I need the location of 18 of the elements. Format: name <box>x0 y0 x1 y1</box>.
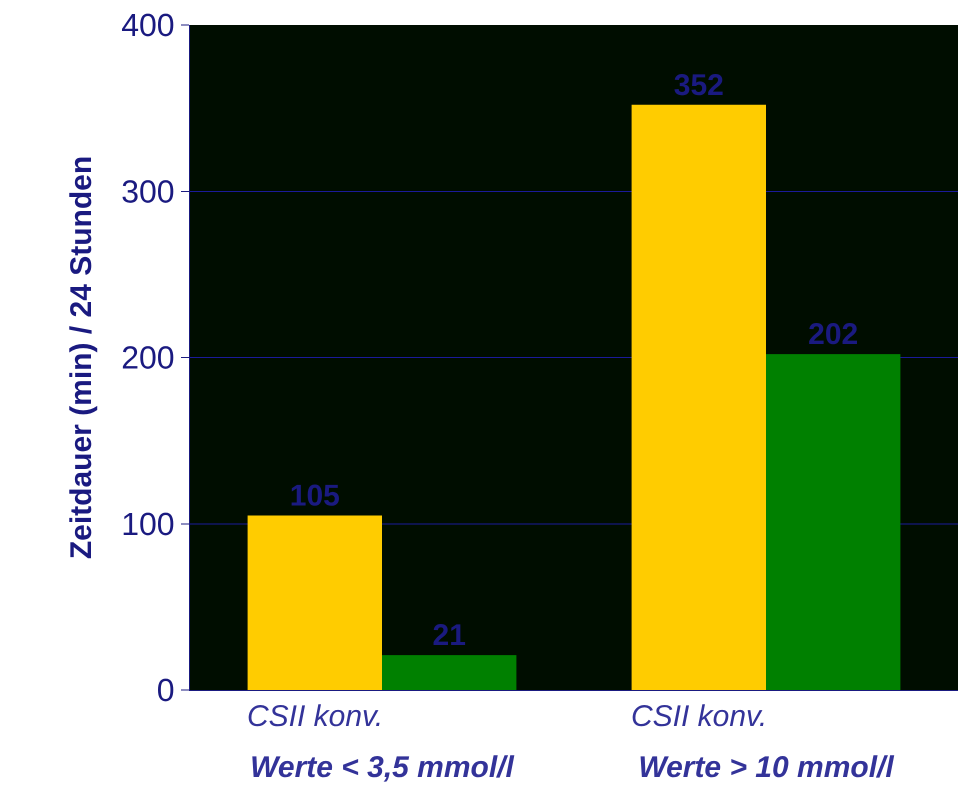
bar <box>382 655 516 690</box>
x-tick-label: Werte > 10 mmol/l <box>638 751 894 784</box>
y-tick-label: 0 <box>156 672 175 708</box>
data-label: 202 <box>808 318 858 352</box>
data-label: 21 <box>432 619 466 652</box>
y-tick-label: 100 <box>121 506 175 542</box>
bar <box>248 515 382 690</box>
bar <box>766 354 900 690</box>
bar <box>632 104 766 690</box>
data-label: 105 <box>290 479 340 512</box>
x-tick-label: Werte < 3,5 mmol/l <box>250 751 515 784</box>
y-tick-label: 300 <box>121 173 175 210</box>
y-axis-title: Zeitdauer (min) / 24 Stunden <box>65 156 98 560</box>
y-tick-label: 200 <box>121 340 175 376</box>
data-label: 352 <box>674 68 724 102</box>
text: CSII konv. <box>631 700 768 733</box>
series-label: CSII konv. <box>247 700 384 733</box>
y-tick-label: 400 <box>121 7 175 44</box>
